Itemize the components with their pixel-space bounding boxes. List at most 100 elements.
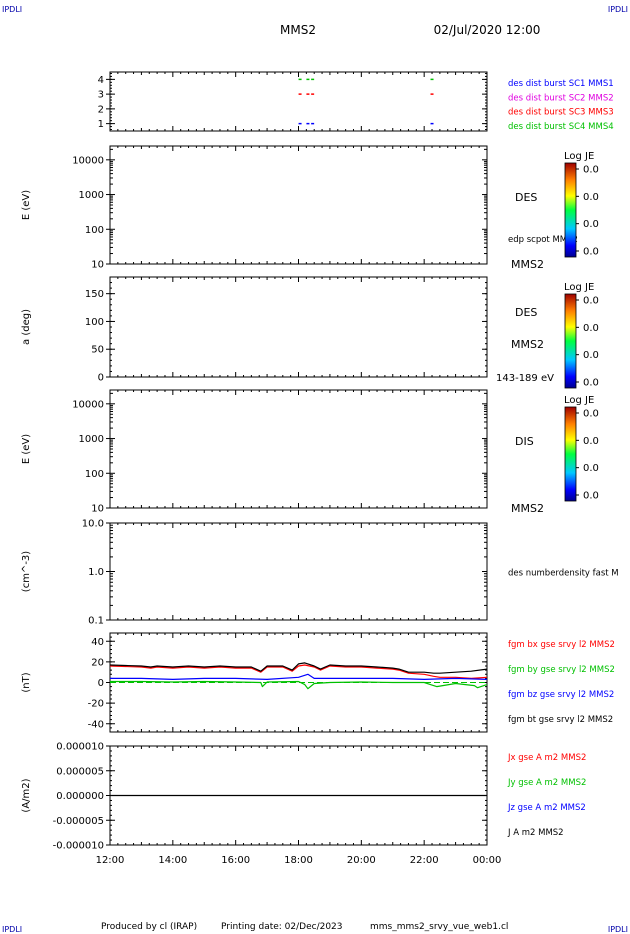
y-tick-label: 100 (85, 317, 104, 328)
y-tick-label: -40 (88, 719, 104, 730)
colorbar-label: 0.0 (583, 323, 599, 334)
y-tick-label: 1000 (79, 434, 104, 445)
legend-entry: fgm by gse srvy l2 MMS2 (508, 665, 615, 675)
corner-label-top-left: IPDLI (2, 5, 22, 14)
y-tick-label: 4 (98, 75, 104, 86)
colorbar-title: Log JE (564, 395, 594, 406)
x-tick-label: 12:00 (96, 855, 125, 866)
y-tick-label: 1000 (79, 190, 104, 201)
legend-entry: fgm bx gse srvy l2 MMS2 (508, 640, 615, 650)
y-tick-label: 2 (98, 104, 104, 115)
panel-burst: 1 2 3 4 des dist burst SC1 MMS1 des dist burs… (98, 71, 614, 132)
colorbar (564, 406, 577, 502)
legend-entry: des dist burst SC2 MMS2 (508, 93, 614, 103)
colorbar-label: 0.0 (583, 463, 599, 474)
panel-frame (109, 145, 488, 265)
colorbar-label: 0.0 (583, 296, 599, 307)
y-tick-label: 0.1 (88, 616, 104, 627)
series-line (110, 673, 488, 681)
colorbar-label: 0.0 (583, 409, 599, 420)
x-tick-label: 14:00 (158, 855, 187, 866)
legend-entry: fgm bz gse srvy l2 MMS2 (508, 690, 614, 700)
y-tick-label: 40 (91, 637, 104, 648)
footer: Produced by cl (IRAP) Printing date: 02/… (101, 922, 508, 932)
legend-entry: des dist burst SC1 MMS1 (508, 79, 614, 89)
footer-filename: mms_mms2_srvy_vue_web1.cl (370, 922, 508, 932)
panel-frame (109, 389, 488, 509)
y-tick-label: 0.000010 (56, 742, 104, 753)
overlay-label: edp scpot MMS2 (508, 235, 578, 245)
y-tick-label: 1 (98, 119, 104, 130)
y-tick-label: 0 (98, 678, 104, 689)
legend-entry: des numberdensity fast M (508, 569, 619, 579)
spacecraft-label: MMS2 (511, 338, 544, 351)
y-tick-label: 1.0 (88, 567, 104, 578)
y-axis-label: (cm^-3) (21, 551, 32, 592)
plot-datetime: 02/Jul/2020 12:00 (434, 23, 541, 37)
series-line (110, 680, 488, 690)
y-tick-label: 3 (98, 90, 104, 101)
instrument-label: DIS (515, 435, 534, 448)
y-axis-label: E (eV) (21, 434, 32, 464)
y-tick-label: 150 (85, 289, 104, 300)
y-tick-label: 20 (91, 657, 104, 668)
panel-current: -0.000010 -0.000005 0.000000 0.000005 0.0000… (21, 742, 586, 852)
y-tick-label: 10000 (72, 155, 104, 166)
y-tick-label: 0.000005 (56, 766, 104, 777)
panel-density: 0.1 1.0 10.0 (cm^-3) des numberdensity fast … (21, 519, 619, 627)
y-tick-label: 100 (85, 225, 104, 236)
colorbar-title: Log JE (564, 151, 594, 162)
colorbar-label: 0.0 (583, 165, 599, 176)
footer-printing-date: Printing date: 02/Dec/2023 (221, 922, 343, 932)
legend-entry: Jy gse A m2 MMS2 (507, 778, 586, 788)
y-axis-label: E (eV) (21, 190, 32, 220)
colorbar (564, 293, 577, 389)
x-tick-label: 00:00 (473, 855, 502, 866)
colorbar-label: 0.0 (583, 350, 599, 361)
legend-entry: J A m2 MMS2 (507, 828, 564, 838)
y-tick-label: -20 (88, 699, 104, 710)
spacecraft-label: MMS2 (511, 258, 544, 271)
colorbar-label: 0.0 (583, 192, 599, 203)
series-line (109, 664, 488, 680)
y-tick-label: 10 (91, 260, 104, 271)
energy-range-label: 143-189 eV (496, 373, 554, 384)
y-tick-label: 10.0 (82, 519, 104, 530)
y-tick-label: 0.000000 (56, 791, 104, 802)
y-axis-label: (A/m2) (21, 778, 32, 812)
series-line (109, 662, 488, 674)
legend-entry: des dist burst SC3 MMS3 (508, 108, 614, 118)
y-tick-label: 100 (85, 469, 104, 480)
x-tick-label: 22:00 (410, 855, 439, 866)
x-tick-label: 18:00 (284, 855, 313, 866)
corner-label-top-right: IPDLI (608, 5, 628, 14)
panel-frame (109, 71, 488, 132)
colorbar-title: Log JE (564, 282, 594, 293)
instrument-label: DES (515, 191, 537, 204)
colorbar-label: 0.0 (583, 219, 599, 230)
instrument-label: DES (515, 306, 537, 319)
y-axis-label: a (deg) (21, 309, 32, 345)
colorbar (564, 162, 577, 258)
panel-dis_energy: 10 100 1000 10000 E (eV) DIS MMS2 Log JE 0.0 0.0 0… (21, 389, 599, 515)
panel-fgm: -40 -20 0 20 40 (nT) fgm bx gse srvy l2 MMS2 fg… (21, 632, 615, 733)
panels: 1 2 3 4 des dist burst SC1 MMS1 des dist burs… (21, 71, 619, 866)
colorbar-label: 0.0 (583, 247, 599, 258)
time-axis: 12:00 14:00 16:00 18:00 20:00 22:00 00:00 (96, 855, 502, 866)
spacecraft-label: MMS2 (511, 502, 544, 515)
legend-entry: Jz gse A m2 MMS2 (507, 803, 586, 813)
y-tick-label: -0.000005 (53, 816, 104, 827)
panel-frame (109, 522, 488, 621)
panel-frame (109, 276, 488, 378)
y-tick-label: 10 (91, 504, 104, 515)
colorbar-label: 0.0 (583, 378, 599, 389)
colorbar-label: 0.0 (583, 436, 599, 447)
legend-entry: des dist burst SC4 MMS4 (508, 122, 614, 132)
y-axis-label: (nT) (21, 672, 32, 692)
x-tick-label: 16:00 (221, 855, 250, 866)
y-tick-label: 0 (98, 373, 104, 384)
x-tick-label: 20:00 (347, 855, 376, 866)
corner-label-bottom-left: IPDLI (2, 925, 22, 934)
y-tick-label: 10000 (72, 399, 104, 410)
